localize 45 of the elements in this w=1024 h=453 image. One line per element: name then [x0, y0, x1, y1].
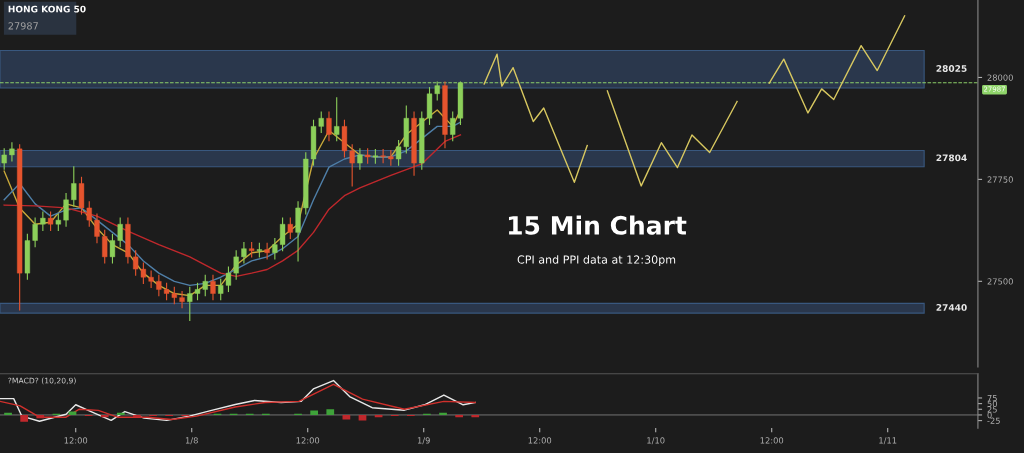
x-tick-label: 1/8	[185, 437, 198, 445]
candlestick	[102, 229, 108, 264]
x-tick-label: 12:00	[528, 437, 552, 444]
candlestick	[334, 97, 340, 142]
candlestick	[63, 193, 69, 227]
candlestick	[210, 274, 216, 301]
y-tick-label: -25	[987, 417, 1000, 424]
x-tick-label: 1/10	[647, 437, 665, 445]
x-tick-label: 1/9	[417, 437, 430, 445]
x-tick-label: 1/11	[879, 437, 897, 445]
candlestick	[71, 166, 77, 207]
band-label: 28025	[936, 65, 967, 72]
candlestick	[94, 213, 100, 244]
candlestick	[326, 111, 332, 142]
candlestick	[40, 211, 46, 231]
x-tick-label: 12:00	[296, 437, 320, 444]
y-tick-label: 50	[987, 400, 997, 407]
text: HONG KONG 50	[8, 5, 86, 13]
candlestick	[32, 217, 38, 248]
candlestick	[47, 211, 54, 231]
candlestick	[241, 242, 247, 264]
x-tick-label: 12:00	[64, 437, 88, 444]
y-tick-label: 27750	[987, 176, 1013, 183]
candlestick	[9, 142, 15, 162]
candlestick	[357, 148, 363, 170]
annotation: CPI and PPI data at 12:30pm	[517, 255, 676, 266]
candlestick	[264, 242, 270, 260]
y-tick-label: 25	[987, 406, 997, 413]
candlestick	[272, 237, 278, 260]
y-tick-label: 0	[987, 411, 992, 419]
band-label: 27804	[936, 154, 967, 162]
x-tick-label: 12:00	[760, 437, 784, 444]
band-label: 27440	[936, 304, 967, 311]
y-tick-label: 28000	[987, 74, 1013, 81]
y-tick-label: 75	[987, 395, 997, 402]
candlestick	[287, 217, 293, 240]
y-tick-label: 27500	[987, 278, 1013, 285]
text: 27987	[8, 22, 38, 30]
annotation: 15 Min Chart	[508, 215, 687, 235]
candlestick	[179, 290, 185, 309]
candlestick	[156, 274, 162, 297]
candlestick	[148, 270, 154, 288]
candlestick	[1, 148, 7, 170]
candlestick	[279, 217, 286, 252]
candlestick	[380, 149, 386, 164]
